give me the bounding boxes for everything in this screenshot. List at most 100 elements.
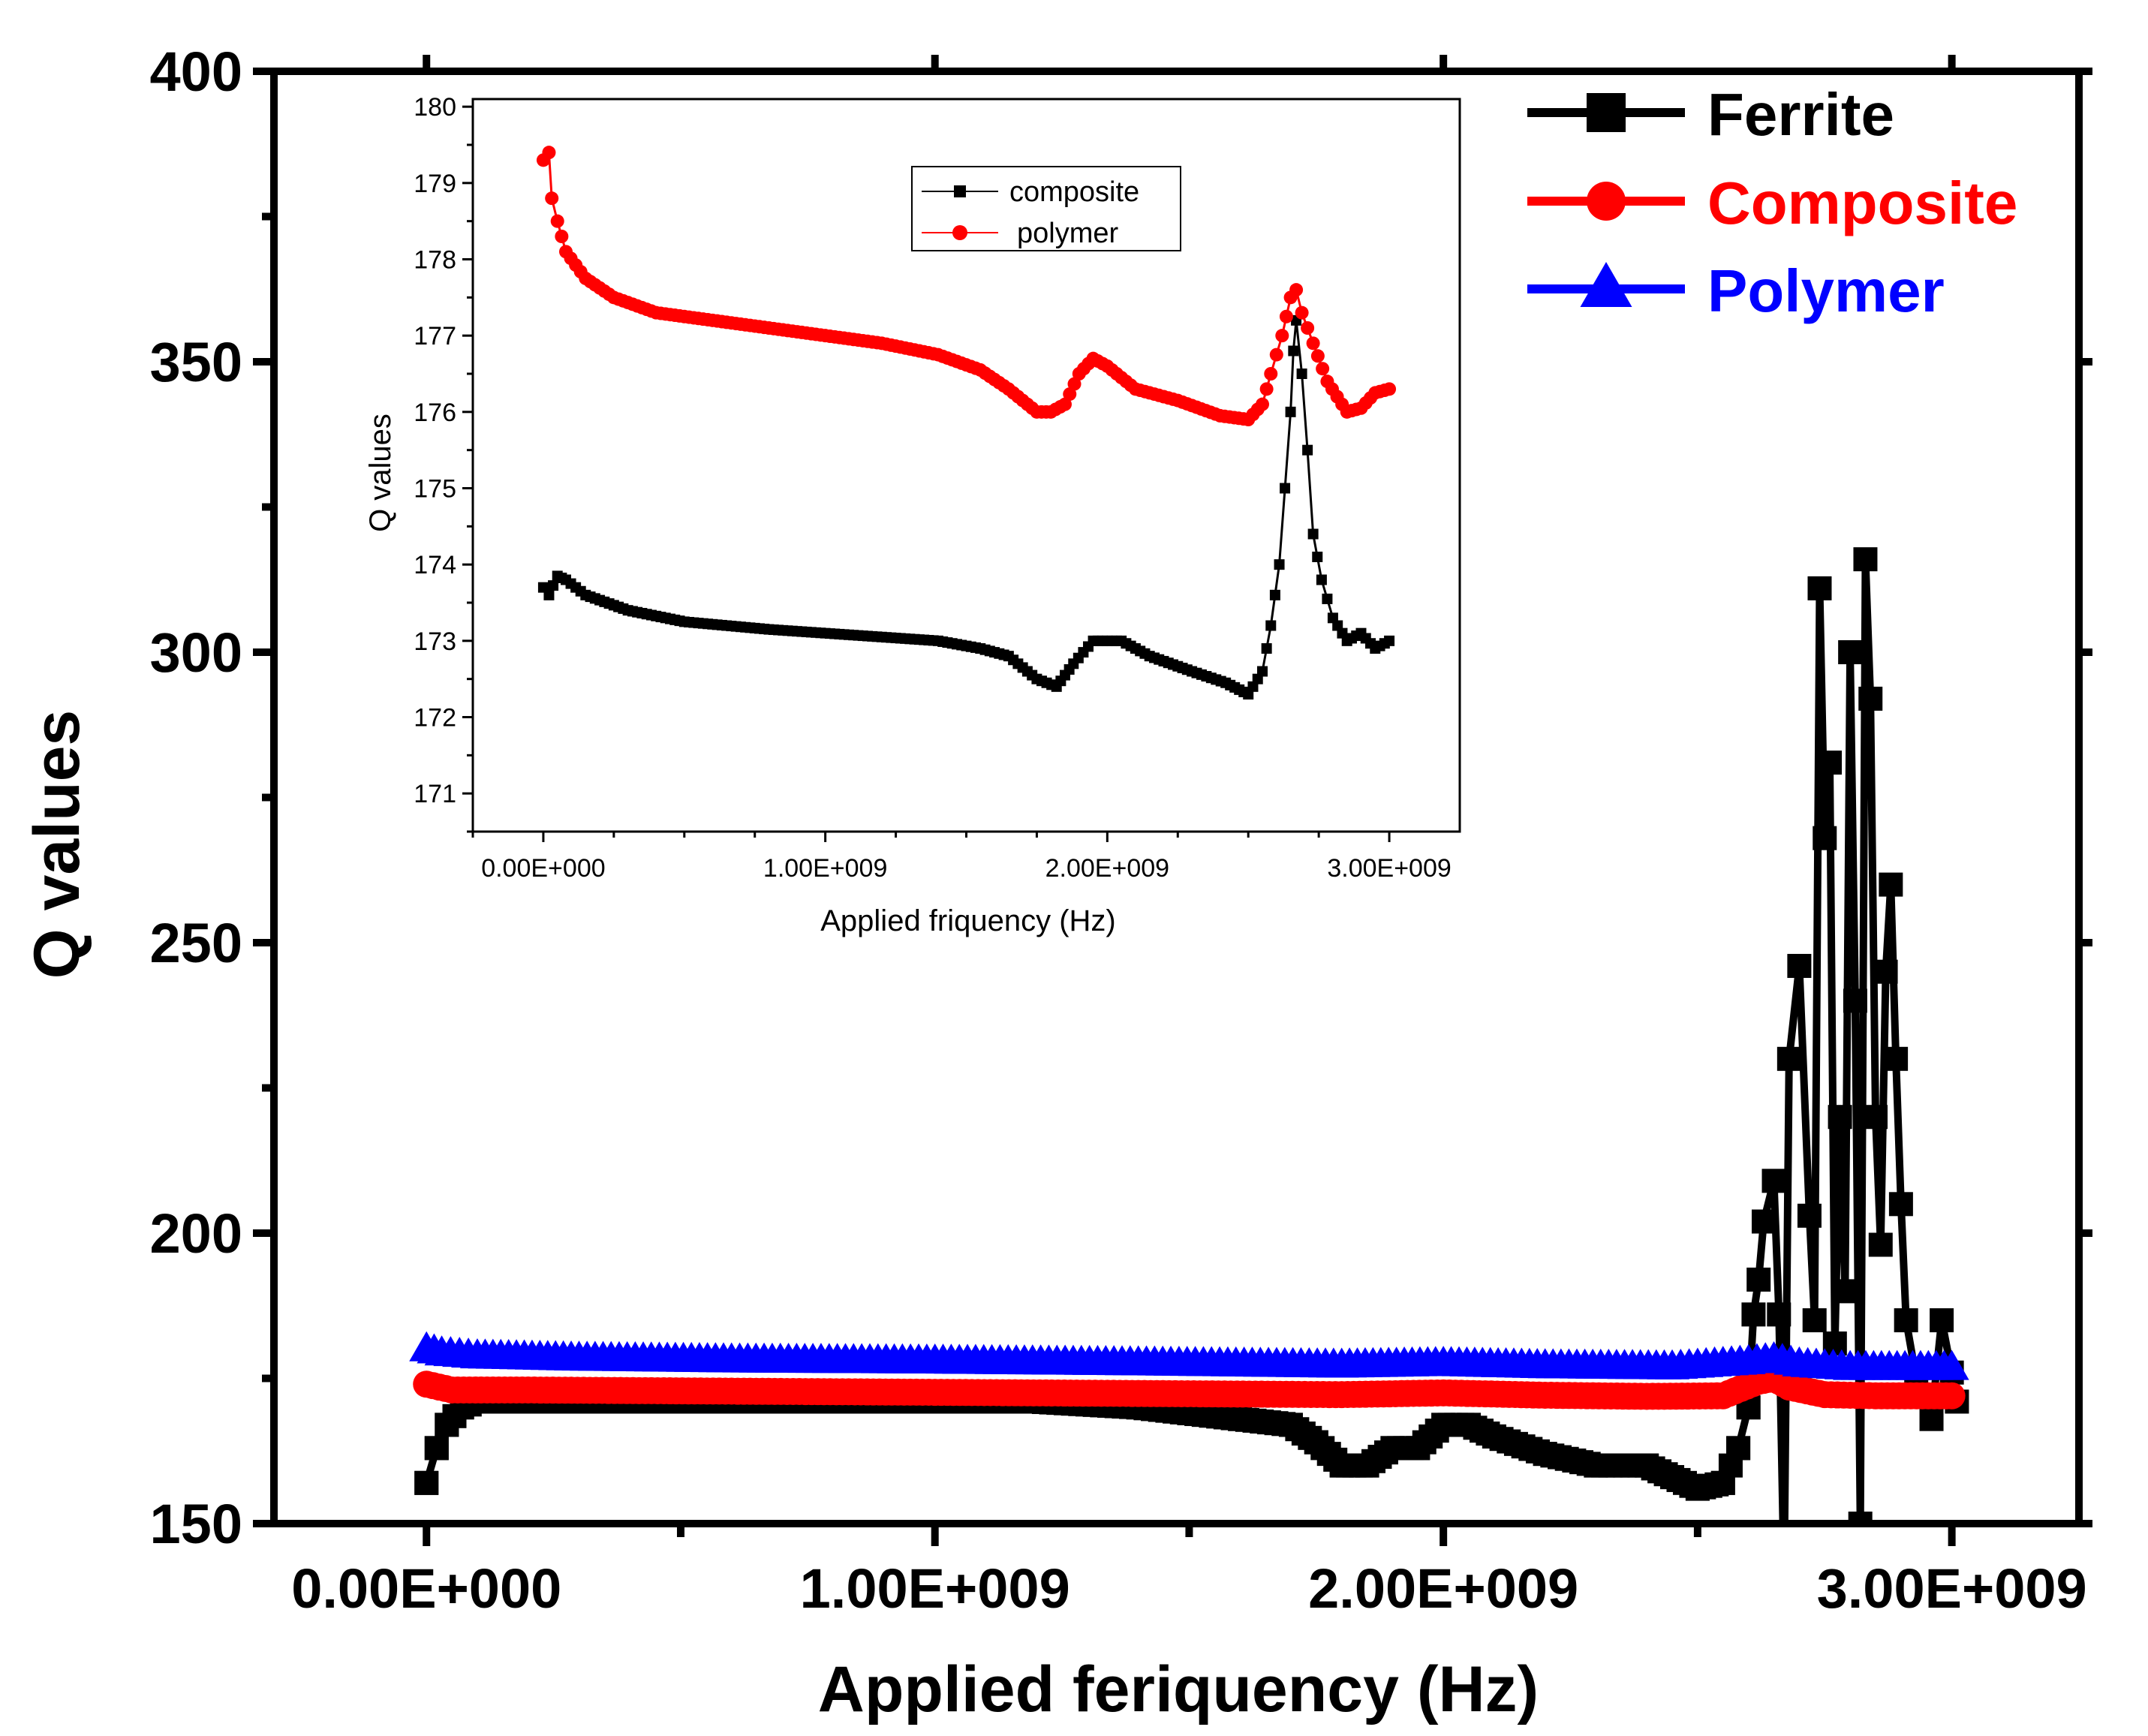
- main-y-tick-labels: 150 200 250 300 350 400: [150, 41, 242, 1555]
- inset-point-composite: [1265, 620, 1277, 631]
- main-point-ferrite: [1888, 1192, 1913, 1217]
- inset-point-polymer: [1058, 397, 1072, 411]
- main-x-tick-label: 2.00E+009: [1308, 1557, 1578, 1620]
- inset-point-composite: [548, 580, 559, 591]
- inset-point-polymer: [1310, 349, 1325, 363]
- main-point-ferrite: [424, 1436, 449, 1461]
- inset-x-tick-label: 3.00E+009: [1327, 854, 1451, 883]
- inset-point-polymer: [1259, 382, 1274, 396]
- main-legend: Ferrite Composite Polymer: [1527, 81, 2017, 324]
- main-point-ferrite: [1776, 1046, 1801, 1071]
- main-point-ferrite: [1843, 988, 1867, 1013]
- inset-point-composite: [1312, 552, 1323, 562]
- legend-label-ferrite: Ferrite: [1707, 81, 1894, 148]
- main-point-ferrite: [1873, 959, 1898, 984]
- legend-marker-polymer: [1580, 262, 1632, 307]
- inset-legend-label-composite: composite: [1009, 176, 1139, 208]
- main-point-composite: [1938, 1382, 1966, 1410]
- main-y-tick-label: 150: [150, 1493, 242, 1555]
- legend-marker-composite: [1587, 182, 1626, 221]
- inset-x-axis-title: Applied friquency (Hz): [820, 904, 1116, 937]
- inset-point-composite: [1274, 559, 1285, 570]
- inset-y-tick-label: 176: [414, 399, 456, 427]
- main-point-ferrite: [1761, 1169, 1786, 1193]
- inset-y-tick-label: 173: [414, 627, 456, 656]
- inset-legend-marker-polymer: [952, 225, 967, 240]
- inset-x-tick-label: 2.00E+009: [1045, 854, 1169, 883]
- main-y-tick-label: 300: [150, 621, 242, 684]
- inset-point-composite: [1384, 635, 1395, 646]
- inset-point-polymer: [1316, 362, 1330, 376]
- main-point-ferrite: [1879, 872, 1903, 897]
- main-point-ferrite: [1858, 686, 1883, 711]
- inset-point-composite: [1261, 643, 1272, 654]
- inset-x-tick-label: 1.00E+009: [763, 854, 887, 883]
- inset-y-axis-title: Q values: [364, 414, 397, 532]
- inset-point-composite: [1316, 574, 1327, 585]
- inset-point-polymer: [1063, 387, 1077, 402]
- inset-point-polymer: [1289, 283, 1304, 297]
- main-point-ferrite: [1767, 1302, 1792, 1327]
- main-point-ferrite: [1838, 640, 1863, 664]
- legend-label-polymer: Polymer: [1707, 257, 1945, 324]
- inset-y-tick-label: 178: [414, 246, 456, 275]
- main-y-axis-title: Q values: [21, 710, 93, 979]
- legend-label-composite: Composite: [1707, 170, 2017, 236]
- inset-point-polymer: [1382, 382, 1397, 396]
- main-point-ferrite: [1868, 1232, 1893, 1257]
- inset-legend-label-polymer: polymer: [1017, 218, 1118, 249]
- main-point-ferrite: [1813, 826, 1837, 850]
- inset-y-tick-label: 180: [414, 93, 456, 122]
- inset-point-composite: [1307, 528, 1319, 540]
- inset-point-composite: [1302, 444, 1313, 456]
- main-point-ferrite: [1853, 547, 1878, 572]
- main-y-tick-label: 250: [150, 912, 242, 974]
- inset-point-composite: [543, 589, 555, 600]
- inset-point-composite: [1285, 406, 1296, 417]
- inset-point-composite: [1269, 589, 1280, 600]
- inset-point-composite: [1296, 369, 1307, 379]
- main-point-ferrite: [1751, 1209, 1776, 1234]
- inset-y-tick-label: 174: [414, 551, 456, 579]
- inset-point-polymer: [545, 191, 559, 206]
- main-x-tick-label: 0.00E+000: [291, 1557, 561, 1620]
- inset-point-composite: [1280, 483, 1291, 494]
- inset-y-tick-labels: 171 172 173 174 175 176 177 178 179 180: [414, 93, 456, 808]
- main-point-ferrite: [1807, 576, 1832, 600]
- main-y-tick-label: 400: [150, 41, 242, 103]
- main-point-ferrite: [1930, 1308, 1954, 1333]
- inset-y-tick-label: 172: [414, 704, 456, 733]
- inset-legend-marker-composite: [954, 185, 966, 197]
- inset-point-polymer: [1301, 321, 1315, 335]
- main-series-group: [409, 547, 1969, 1524]
- main-x-axis-title: Applied feriquency (Hz): [818, 1653, 1539, 1725]
- inset-x-tick-label: 0.00E+000: [481, 854, 605, 883]
- main-x-tick-labels: 0.00E+000 1.00E+009 2.00E+009 3.00E+009: [291, 1557, 2086, 1620]
- main-x-tick-label: 3.00E+009: [1817, 1557, 2087, 1620]
- inset-y-tick-label: 177: [414, 322, 456, 351]
- inset-point-polymer: [542, 146, 556, 160]
- inset-point-polymer: [1256, 397, 1269, 411]
- inset-y-tick-label: 179: [414, 170, 456, 198]
- inset-point-polymer: [1295, 305, 1309, 320]
- main-point-ferrite: [1802, 1308, 1827, 1333]
- main-point-ferrite: [1884, 1046, 1909, 1071]
- inset-point-polymer: [555, 230, 569, 243]
- main-point-ferrite: [1797, 1203, 1822, 1228]
- inset-point-composite: [1322, 593, 1333, 604]
- main-plot: [253, 55, 2092, 1546]
- inset-point-polymer: [1269, 348, 1283, 362]
- main-point-ferrite: [1833, 1279, 1858, 1304]
- inset-point-polymer: [1264, 367, 1278, 381]
- inset-point-polymer: [1306, 336, 1320, 351]
- main-x-tick-label: 1.00E+009: [800, 1557, 1070, 1620]
- inset-point-composite: [1257, 666, 1268, 677]
- inset-x-tick-labels: 0.00E+000 1.00E+009 2.00E+009 3.00E+009: [481, 854, 1452, 883]
- inset-point-polymer: [1275, 329, 1289, 343]
- inset-y-tick-label: 171: [414, 780, 456, 808]
- main-point-ferrite: [1726, 1436, 1751, 1461]
- inset-point-polymer: [1067, 377, 1082, 391]
- main-point-ferrite: [1741, 1302, 1766, 1327]
- main-point-ferrite: [1746, 1267, 1771, 1292]
- main-point-ferrite: [1919, 1407, 1944, 1431]
